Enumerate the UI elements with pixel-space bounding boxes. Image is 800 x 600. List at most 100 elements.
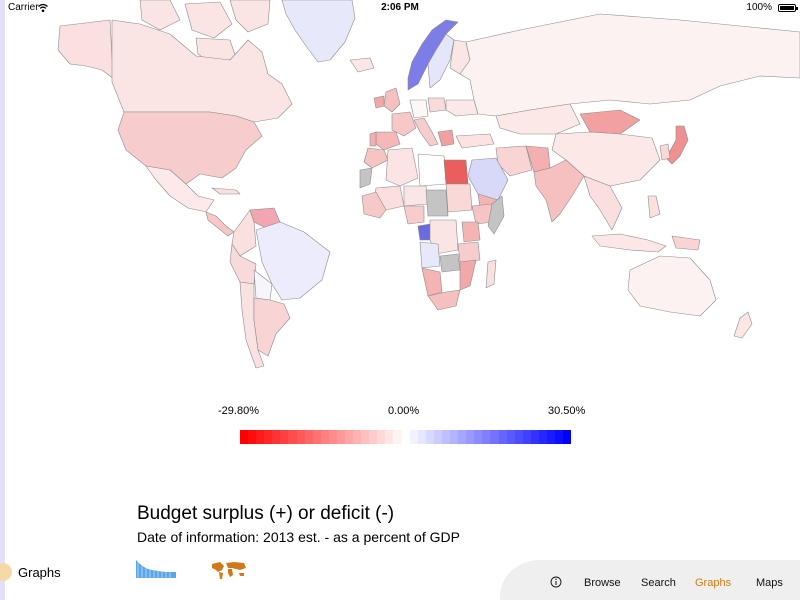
color-scale-step <box>522 430 531 444</box>
color-scale-step <box>555 430 564 444</box>
country-korea <box>659 143 671 161</box>
color-scale-step <box>482 430 491 444</box>
legend-min-label: -29.80% <box>218 405 259 417</box>
country-greenland <box>281 0 356 63</box>
color-scale-step <box>474 430 483 444</box>
color-scale-step <box>336 430 346 444</box>
color-scale-step <box>490 430 499 444</box>
arctic-islands-1 <box>139 0 181 31</box>
color-scale-step <box>409 430 418 444</box>
country-angola <box>419 241 441 269</box>
arctic-islands-2 <box>184 1 233 39</box>
color-scale-step <box>304 430 313 444</box>
country-papua-new-guinea <box>671 235 701 251</box>
country-cuba <box>211 187 241 195</box>
color-scale <box>240 430 572 444</box>
color-scale-step <box>546 430 556 444</box>
battery-icon <box>778 4 798 12</box>
country-niger <box>403 185 429 207</box>
color-scale-step <box>272 430 281 444</box>
country-indonesia <box>591 233 667 253</box>
battery-percent: 100% <box>746 2 772 13</box>
country-tanzania <box>457 241 481 263</box>
country-ireland <box>373 95 385 109</box>
color-scale-step <box>328 430 337 444</box>
country-new-zealand <box>733 311 753 339</box>
color-scale-step <box>280 430 289 444</box>
color-scale-step <box>256 430 265 444</box>
color-scale-step <box>466 430 475 444</box>
color-scale-step <box>345 430 354 444</box>
color-scale-step <box>506 430 515 444</box>
country-japan <box>665 125 689 165</box>
carrier-label: Carrier <box>8 2 39 13</box>
country-zambia <box>439 253 461 273</box>
color-scale-step <box>441 430 451 444</box>
country-spain <box>375 131 401 151</box>
nav-search[interactable]: Search <box>641 577 676 589</box>
left-sidebar-strip <box>0 0 5 600</box>
bar-chart-thumbnail[interactable] <box>136 558 176 578</box>
color-scale-step <box>458 430 467 444</box>
world-map[interactable] <box>0 0 800 380</box>
country-philippines <box>647 195 661 219</box>
graph-subtitle: Date of information: 2013 est. - as a pe… <box>137 529 460 545</box>
country-iceland <box>349 57 375 73</box>
country-russia <box>459 13 800 117</box>
country-algeria <box>385 147 419 187</box>
country-india <box>533 159 585 223</box>
nav-maps[interactable]: Maps <box>756 577 783 589</box>
color-scale-step <box>296 430 305 444</box>
country-chile <box>239 281 265 369</box>
nav-browse[interactable]: Browse <box>584 577 621 589</box>
country-sweden <box>427 33 455 89</box>
country-mongolia <box>579 109 641 135</box>
color-scale-step <box>264 430 273 444</box>
country-mozambique <box>459 259 477 291</box>
country-egypt <box>443 159 469 185</box>
country-central-america <box>205 211 235 237</box>
color-scale-step <box>361 430 370 444</box>
country-argentina <box>253 297 291 357</box>
color-scale-step <box>433 430 442 444</box>
country-morocco <box>363 147 389 169</box>
info-icon[interactable] <box>550 576 562 588</box>
color-scale-step <box>312 430 321 444</box>
country-madagascar <box>485 259 497 289</box>
country-france <box>391 111 417 137</box>
country-west-africa <box>361 191 387 219</box>
country-southeast-asia <box>583 175 623 231</box>
country-western-sahara <box>359 167 373 189</box>
color-scale-step <box>530 430 539 444</box>
country-somalia <box>487 195 505 235</box>
country-usa <box>117 111 263 185</box>
country-portugal <box>369 131 377 147</box>
legend-max-label: 30.50% <box>548 405 586 417</box>
country-sudan <box>445 183 473 213</box>
country-poland <box>427 97 447 113</box>
graphs-link[interactable]: Graphs <box>18 565 61 580</box>
country-germany <box>409 99 429 119</box>
color-scale-step <box>288 430 297 444</box>
country-libya <box>417 153 447 187</box>
color-scale-step <box>320 430 329 444</box>
color-scale-step <box>425 430 434 444</box>
graphs-indicator-dot <box>0 563 12 581</box>
color-scale-step <box>498 430 507 444</box>
color-scale-step <box>563 430 572 444</box>
color-scale-step <box>450 430 459 444</box>
clock: 2:06 PM <box>381 2 419 13</box>
country-namibia <box>421 267 443 297</box>
status-bar: Carrier 2:06 PM 100% <box>0 0 800 16</box>
nav-graphs[interactable]: Graphs <box>695 577 732 589</box>
color-scale-step <box>369 430 378 444</box>
world-map-thumbnail[interactable] <box>210 560 248 580</box>
bottom-navigation-bar <box>500 560 800 600</box>
country-italy <box>413 117 439 147</box>
color-scale-step <box>377 430 386 444</box>
country-australia <box>627 255 717 317</box>
country-greece <box>437 129 455 147</box>
color-scale-step <box>514 430 523 444</box>
wifi-icon <box>38 3 48 13</box>
